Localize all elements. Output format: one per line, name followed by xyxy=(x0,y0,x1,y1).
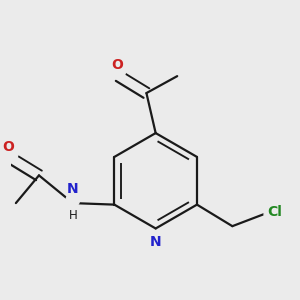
Text: O: O xyxy=(111,58,123,71)
Text: N: N xyxy=(150,235,161,249)
Text: N: N xyxy=(67,182,79,196)
Text: H: H xyxy=(68,208,77,222)
Circle shape xyxy=(4,147,18,160)
Circle shape xyxy=(66,193,80,207)
Text: O: O xyxy=(2,140,14,154)
Text: Cl: Cl xyxy=(267,205,282,219)
Circle shape xyxy=(149,231,162,244)
Circle shape xyxy=(112,65,125,78)
Circle shape xyxy=(264,207,278,220)
